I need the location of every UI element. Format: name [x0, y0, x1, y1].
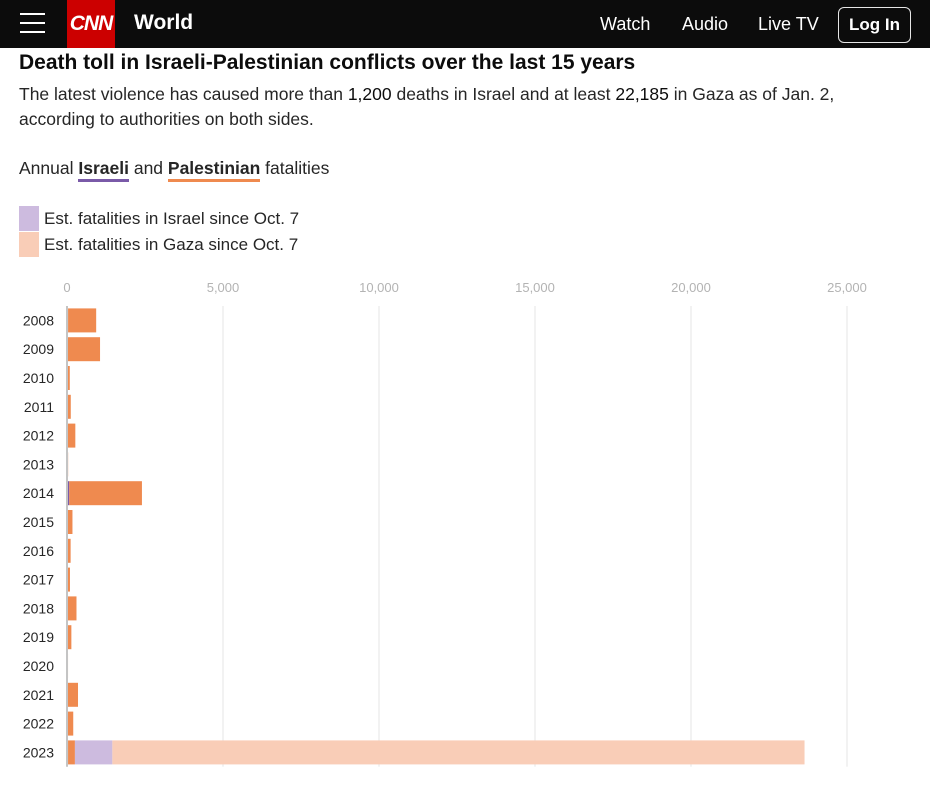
chart-subtitle: The latest violence has caused more than… [19, 82, 899, 132]
hamburger-menu-icon[interactable] [20, 12, 46, 36]
palestinian-bar [67, 538, 71, 563]
nav-watch-link[interactable]: Watch [600, 14, 651, 34]
palestinian-bar [67, 366, 70, 390]
legend-label-est-gaza: Est. fatalities in Gaza since Oct. 7 [44, 234, 299, 254]
x-tick-label: 15,000 [515, 280, 555, 295]
log-in-button[interactable]: Log In [838, 7, 911, 43]
chart-headline: Death toll in Israeli-Palestinian confli… [19, 51, 636, 74]
legend-israeli-label: Israeli [78, 158, 129, 182]
x-tick-label: 10,000 [359, 280, 399, 295]
y-category-label: 2020 [23, 658, 54, 674]
palestinian-bar [68, 308, 97, 333]
legend-swatch-est-israel [19, 206, 39, 231]
legend-label-est-israel: Est. fatalities in Israel since Oct. 7 [44, 208, 300, 228]
y-category-label: 2021 [23, 687, 54, 703]
subtitle-text: deaths in Israel and at least [391, 84, 616, 104]
section-title[interactable]: World [134, 11, 194, 34]
est-israel-bar [74, 740, 113, 765]
subtitle-text: The latest violence has caused more than [19, 84, 348, 104]
menu-line [20, 22, 45, 24]
y-category-label: 2011 [24, 399, 54, 415]
y-category-label: 2010 [23, 370, 54, 386]
x-tick-label: 25,000 [827, 280, 867, 295]
y-category-label: 2014 [23, 485, 54, 501]
palestinian-bar [67, 423, 76, 448]
x-tick-label: 5,000 [207, 280, 240, 295]
y-category-label: 2013 [23, 456, 54, 472]
y-category-label: 2016 [23, 543, 54, 559]
legend-title-text: Annual [19, 158, 79, 178]
palestinian-bar [69, 481, 142, 506]
y-category-label: 2012 [23, 428, 54, 444]
y-category-label: 2009 [23, 341, 54, 357]
israeli-bar [67, 481, 70, 506]
cnn-logo[interactable]: CNN [67, 0, 115, 48]
subtitle-text: in Gaza as of Jan. 2, according to autho… [19, 84, 835, 129]
palestinian-bar [67, 337, 101, 362]
x-tick-label: 0 [63, 280, 70, 295]
y-category-label: 2023 [23, 744, 54, 760]
y-category-label: 2022 [23, 716, 54, 732]
legend-title: Annual Israeli and Palestinian fatalitie… [19, 158, 330, 182]
menu-line [20, 13, 45, 15]
palestinian-bar [67, 596, 77, 621]
y-category-label: 2017 [23, 572, 54, 588]
nav-audio-link[interactable]: Audio [682, 14, 729, 34]
y-category-label: 2019 [23, 629, 54, 645]
palestinian-bar [67, 711, 74, 736]
palestinian-bar [68, 740, 75, 765]
y-category-label: 2018 [23, 600, 54, 616]
fatalities-bar-chart: 0 5,000 10,000 15,000 20,000 25,000 2008 2009 20… [23, 280, 867, 767]
top-navigation-bar: CNN World Watch Audio Live TV Log In [0, 0, 930, 48]
legend-palestinian-label: Palestinian [167, 158, 261, 182]
palestinian-bar [67, 510, 73, 534]
menu-line [20, 31, 45, 33]
x-tick-label: 20,000 [671, 280, 711, 295]
nav-live-tv-link[interactable]: Live TV [758, 14, 819, 34]
israel-death-count: 1,200 [347, 84, 392, 104]
palestinian-bar [67, 625, 72, 650]
legend-item-est-gaza: Est. fatalities in Gaza since Oct. 7 [19, 232, 298, 257]
gaza-death-count: 22,185 [615, 84, 669, 104]
palestinian-bar [67, 567, 70, 592]
palestinian-bar [67, 394, 71, 419]
est-gaza-bar [112, 740, 805, 765]
y-category-label: 2015 [23, 514, 54, 530]
legend-swatch-est-gaza [19, 232, 39, 257]
y-category-label: 2008 [23, 312, 54, 328]
legend-item-est-israel: Est. fatalities in Israel since Oct. 7 [19, 206, 299, 231]
palestinian-bar [67, 682, 79, 707]
legend-title-text: and [128, 158, 168, 178]
legend-title-text: fatalities [260, 158, 330, 178]
